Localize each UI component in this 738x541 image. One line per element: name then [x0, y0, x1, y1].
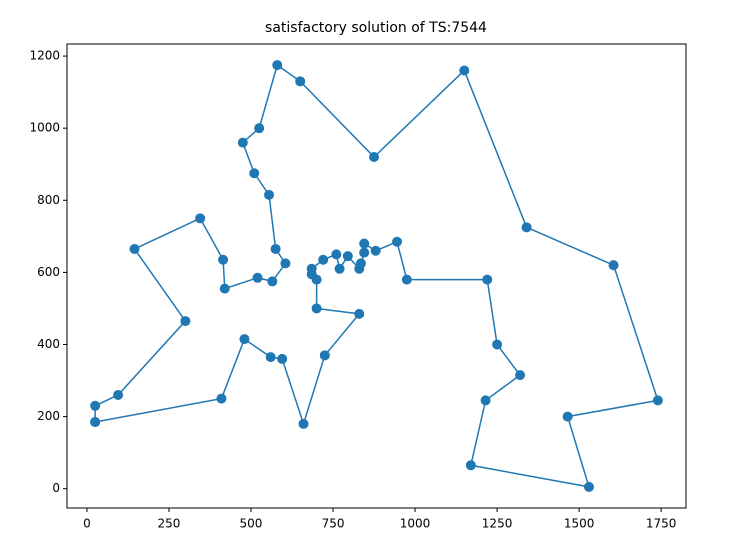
point-marker: [318, 254, 329, 265]
point-marker: [583, 481, 594, 492]
point-marker: [113, 389, 124, 400]
point-marker: [354, 308, 365, 319]
point-marker: [267, 276, 278, 287]
x-tick-label: 1500: [564, 517, 595, 531]
point-marker: [354, 263, 365, 274]
y-tick-label: 400: [37, 337, 60, 351]
point-marker: [264, 189, 275, 200]
point-marker: [272, 60, 283, 71]
point-marker: [480, 395, 491, 406]
point-marker: [465, 460, 476, 471]
point-marker: [180, 316, 191, 327]
point-marker: [370, 245, 381, 256]
x-tick-label: 0: [83, 517, 91, 531]
x-tick-label: 1750: [646, 517, 677, 531]
point-marker: [515, 370, 526, 381]
point-marker: [218, 254, 229, 265]
x-tick-label: 250: [158, 517, 181, 531]
point-marker: [459, 65, 470, 76]
point-marker: [359, 247, 370, 258]
point-marker: [280, 258, 291, 269]
point-marker: [359, 238, 370, 249]
point-marker: [90, 400, 101, 411]
point-marker: [521, 222, 532, 233]
point-marker: [342, 251, 353, 262]
y-tick-label: 800: [37, 193, 60, 207]
point-marker: [216, 393, 227, 404]
point-marker: [311, 274, 322, 285]
point-marker: [482, 274, 493, 285]
point-marker: [608, 260, 619, 271]
y-tick-label: 0: [52, 481, 60, 495]
point-marker: [392, 236, 403, 247]
x-tick-label: 500: [240, 517, 263, 531]
chart-title: satisfactory solution of TS:7544: [265, 20, 487, 36]
point-marker: [237, 137, 248, 148]
point-marker: [652, 395, 663, 406]
point-marker: [334, 263, 345, 274]
point-marker: [239, 334, 250, 345]
y-tick-label: 200: [37, 409, 60, 423]
y-tick-label: 1000: [29, 121, 60, 135]
y-tick-label: 600: [37, 265, 60, 279]
point-marker: [252, 272, 263, 283]
x-tick-label: 1000: [400, 517, 431, 531]
point-marker: [277, 353, 288, 364]
point-marker: [195, 213, 206, 224]
point-marker: [249, 168, 260, 179]
point-marker: [254, 123, 265, 134]
point-marker: [270, 243, 281, 254]
point-marker: [129, 243, 140, 254]
plot-frame: [66, 43, 687, 509]
point-marker: [492, 339, 503, 350]
point-marker: [319, 350, 330, 361]
point-marker: [331, 249, 342, 260]
point-marker: [311, 303, 322, 314]
point-marker: [562, 411, 573, 422]
point-marker: [369, 152, 380, 163]
x-tick-label: 750: [322, 517, 345, 531]
point-marker: [219, 283, 230, 294]
tour-line: [94, 63, 659, 488]
point-marker: [295, 76, 306, 87]
x-tick-label: 1250: [482, 517, 513, 531]
point-marker: [401, 274, 412, 285]
y-tick-label: 1200: [29, 49, 60, 63]
point-marker: [90, 417, 101, 428]
point-marker: [298, 418, 309, 429]
point-marker: [265, 352, 276, 363]
